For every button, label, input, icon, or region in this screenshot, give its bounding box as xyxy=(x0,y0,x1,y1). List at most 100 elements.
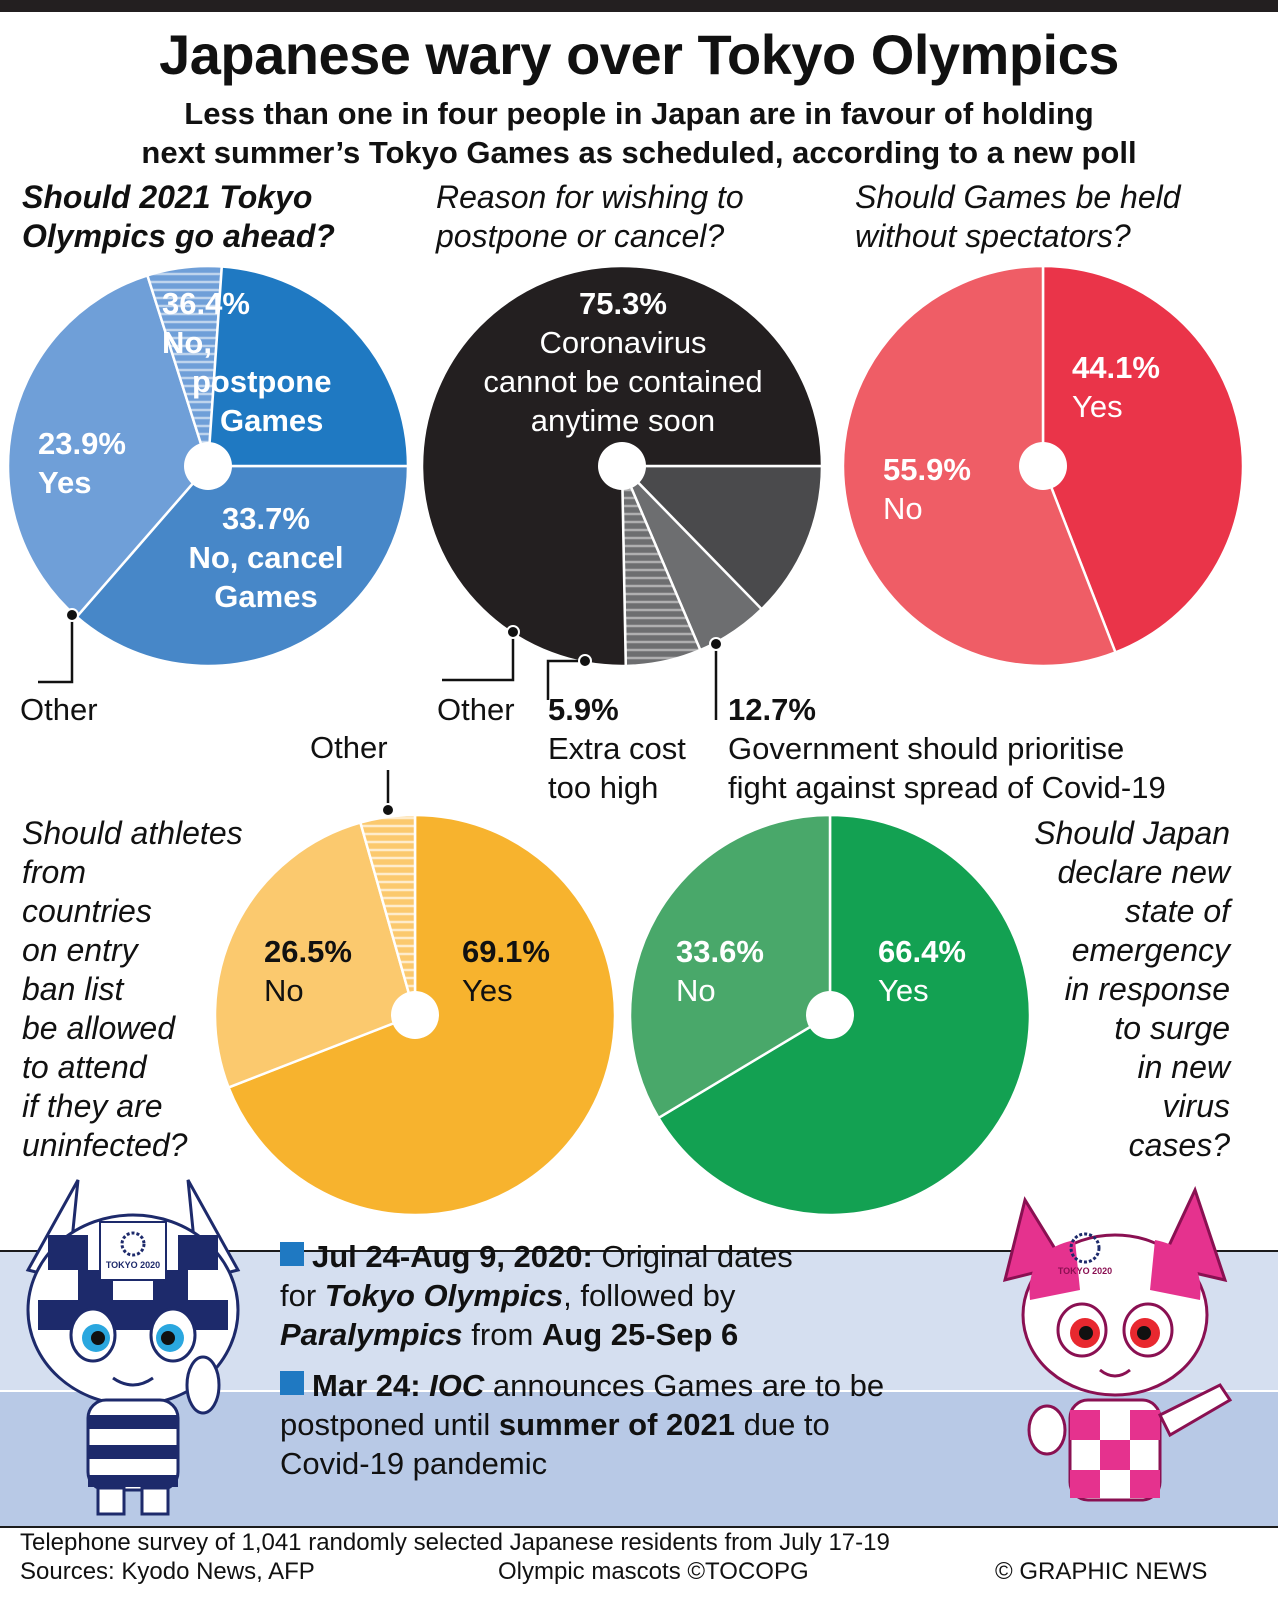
label-no-5: 33.6% No xyxy=(676,932,764,1010)
slice-pct: 26.5% xyxy=(264,934,352,969)
question-line: state of xyxy=(1125,893,1230,929)
label-yes-4: 69.1% Yes xyxy=(462,932,550,1010)
footer-rule xyxy=(0,1526,1278,1528)
label-coronavirus: 75.3% Coronavirus cannot be contained an… xyxy=(458,284,788,440)
slice-text: No, xyxy=(162,325,212,360)
slice-text: Games xyxy=(220,403,324,438)
pie-slice xyxy=(213,821,417,1090)
mascot-someity: TOKYO 2020 xyxy=(1002,1185,1233,1502)
label-other-4: Other xyxy=(310,730,388,765)
pie-center-hole xyxy=(598,442,646,490)
question-line: ban list xyxy=(22,971,124,1007)
slice-text: Yes xyxy=(38,465,92,500)
slice-pct: 36.4% xyxy=(162,286,250,321)
label-postpone: 36.4% No, postpone Games xyxy=(162,284,332,440)
label-no-3: 55.9% No xyxy=(883,450,971,528)
slice-pct: 44.1% xyxy=(1072,350,1160,385)
dot-other-1 xyxy=(65,608,79,622)
footer-sources: Sources: Kyodo News, AFP xyxy=(20,1558,315,1585)
timeline-emph: Tokyo Olympics xyxy=(324,1278,564,1313)
slice-pct: 5.9% xyxy=(548,692,619,727)
timeline-date: Jul 24-Aug 9, 2020: xyxy=(312,1239,593,1274)
timeline-band-2 xyxy=(0,1390,1278,1526)
leader-other-1 xyxy=(38,615,74,684)
question-line: in response xyxy=(1064,971,1230,1007)
label-other-2: Other xyxy=(437,692,515,727)
question-line: Should athletes xyxy=(22,815,243,851)
pie-slice xyxy=(628,813,832,1120)
subtitle-line-1: Less than one in four people in Japan ar… xyxy=(184,96,1094,131)
slice-text: Yes xyxy=(462,973,513,1008)
dot-extra-cost xyxy=(578,654,592,668)
leader-other-2 xyxy=(442,632,515,682)
label-yes-3: 44.1% Yes xyxy=(1072,348,1160,426)
pie-without-spectators xyxy=(841,264,1245,668)
timeline-text: Covid-19 pandemic xyxy=(280,1446,548,1481)
timeline-text: from xyxy=(462,1317,542,1352)
pie-slice xyxy=(841,264,1118,668)
mascot-left-logo: TOKYO 2020 xyxy=(106,1260,160,1270)
timeline-text: for xyxy=(280,1278,325,1313)
slice-pct: 66.4% xyxy=(878,934,966,969)
question-spectators: Should Games be held without spectators? xyxy=(855,178,1181,256)
question-emergency: Should Japan declare new state of emergency… xyxy=(980,814,1230,1165)
slice-text: Games xyxy=(214,579,318,614)
pie-slice xyxy=(206,265,410,468)
label-extra-cost: 5.9% Extra cost too high xyxy=(548,690,686,807)
slice-pct: 75.3% xyxy=(579,286,667,321)
pie-slice xyxy=(6,273,210,619)
top-rule xyxy=(0,0,1278,12)
timeline-text: announces Games are to be xyxy=(484,1368,885,1403)
pie-should-games-go-ahead xyxy=(6,264,410,668)
label-gov-prioritise: 12.7% Government should prioritise fight… xyxy=(728,690,1166,807)
question-line: on entry xyxy=(22,932,138,968)
slice-text: No, cancel xyxy=(188,540,344,575)
question-games-go-ahead: Should 2021 Tokyo Olympics go ahead? xyxy=(22,178,335,256)
pie-center-hole xyxy=(184,442,232,490)
mascot-right-logo: TOKYO 2020 xyxy=(1058,1266,1112,1276)
label-cancel: 33.7% No, cancel Games xyxy=(176,499,356,616)
slice-text: No xyxy=(676,973,716,1008)
question-athletes: Should athletes from countries on entry ban … xyxy=(22,814,243,1165)
subtitle: Less than one in four people in Japan ar… xyxy=(40,94,1238,172)
question-line: without spectators? xyxy=(855,218,1131,254)
slice-text: Coronavirus xyxy=(539,325,707,360)
bullet-square xyxy=(280,1242,304,1266)
timeline-text: due to xyxy=(734,1407,830,1442)
pie-center-hole xyxy=(391,991,439,1039)
slice-text: Yes xyxy=(878,973,929,1008)
timeline-text: postponed until xyxy=(280,1407,499,1442)
pie-slice xyxy=(74,464,410,668)
pie-reason-postpone-cancel xyxy=(420,264,824,668)
slice-text: fight against spread of Covid-19 xyxy=(728,770,1166,805)
label-other-1: Other xyxy=(20,692,98,727)
slice-text: postpone xyxy=(192,364,332,399)
timeline-text: Original dates xyxy=(592,1239,793,1274)
timeline-emph: Paralympics xyxy=(280,1317,463,1352)
pie-center-hole xyxy=(806,991,854,1039)
slice-text: too high xyxy=(548,770,659,805)
timeline-emph: IOC xyxy=(429,1368,485,1403)
question-line: Reason for wishing to xyxy=(436,179,744,215)
question-line: Should Games be held xyxy=(855,179,1181,215)
slice-text: anytime soon xyxy=(530,403,716,438)
mascot-miraitowa: TOKYO 2020 xyxy=(25,1179,241,1516)
question-line: postpone or cancel? xyxy=(436,218,725,254)
subtitle-line-2: next summer’s Tokyo Games as scheduled, … xyxy=(141,135,1137,170)
label-no-4: 26.5% No xyxy=(264,932,352,1010)
pie-state-of-emergency xyxy=(628,813,1032,1217)
slice-text: No xyxy=(264,973,304,1008)
leader-dots xyxy=(65,608,723,817)
slice-text: No xyxy=(883,491,923,526)
label-yes-5: 66.4% Yes xyxy=(878,932,966,1010)
question-line: Should 2021 Tokyo xyxy=(22,179,313,215)
slice-text: Yes xyxy=(1072,389,1123,424)
question-line: cases? xyxy=(1128,1127,1230,1163)
question-line: from xyxy=(22,854,86,890)
question-line: to surge xyxy=(1114,1010,1230,1046)
question-line: if they are xyxy=(22,1088,163,1124)
question-line: Olympics go ahead? xyxy=(22,218,335,254)
leader-extra-cost xyxy=(546,659,585,700)
footer-survey: Telephone survey of 1,041 randomly selec… xyxy=(20,1529,890,1556)
